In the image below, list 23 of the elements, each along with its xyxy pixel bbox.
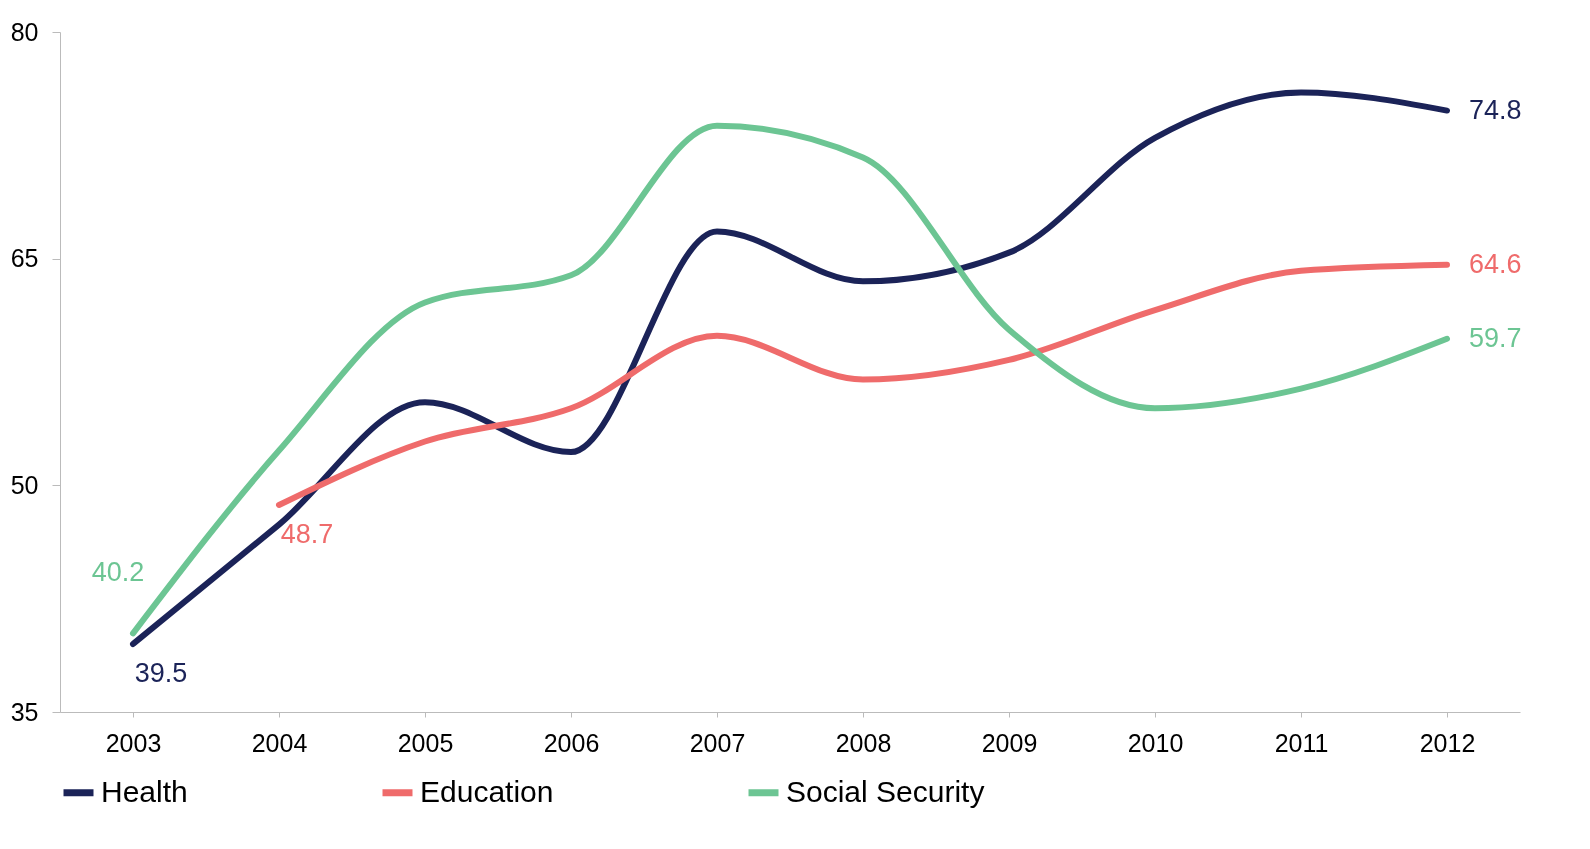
x-tick-label: 2005	[397, 728, 454, 757]
legend-label: Social Security	[786, 774, 985, 808]
x-tick-label: 2007	[689, 728, 746, 757]
x-tick-label: 2006	[543, 728, 600, 757]
y-tick-label: 65	[10, 244, 39, 273]
x-tick-label: 2011	[1274, 728, 1329, 757]
data-label: 64.6	[1469, 248, 1522, 279]
y-tick-label: 80	[10, 17, 39, 46]
y-tick-label: 35	[10, 697, 39, 726]
x-tick-label: 2008	[835, 728, 892, 757]
data-label: 74.8	[1469, 94, 1522, 125]
legend-label: Health	[101, 774, 188, 808]
x-tick-label: 2004	[251, 728, 308, 757]
data-label: 40.2	[91, 557, 145, 588]
legend-label: Education	[420, 774, 554, 808]
x-tick-label: 2010	[1127, 728, 1184, 757]
data-label: 39.5	[134, 658, 188, 688]
x-tick-label: 2003	[105, 728, 162, 757]
data-label: 59.7	[1469, 322, 1522, 353]
y-tick-label: 50	[10, 470, 39, 499]
x-tick-label: 2009	[981, 728, 1038, 757]
x-tick-label: 2012	[1419, 728, 1476, 757]
data-label: 48.7	[280, 518, 334, 549]
